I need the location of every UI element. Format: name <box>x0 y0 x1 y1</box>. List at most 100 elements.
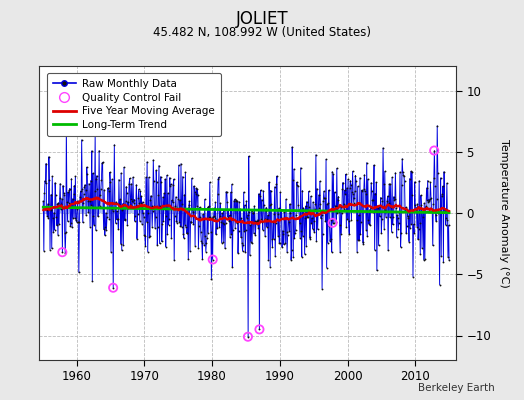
Point <box>235 218 244 224</box>
Point <box>122 198 130 204</box>
Point <box>69 215 78 221</box>
Point <box>252 232 260 238</box>
Point <box>168 197 176 204</box>
Point <box>253 221 261 227</box>
Point <box>276 240 284 246</box>
Point <box>104 185 112 192</box>
Point <box>131 213 139 219</box>
Point <box>291 230 299 236</box>
Point <box>55 221 63 227</box>
Point <box>390 197 399 203</box>
Point <box>239 242 247 248</box>
Point <box>119 242 128 248</box>
Point <box>278 244 286 250</box>
Point <box>84 198 92 204</box>
Point <box>224 214 232 220</box>
Point <box>194 244 203 251</box>
Point <box>201 233 210 239</box>
Point <box>106 179 115 185</box>
Point <box>247 238 255 245</box>
Point <box>154 192 162 198</box>
Point <box>107 206 116 212</box>
Point <box>301 215 309 222</box>
Point <box>151 224 159 231</box>
Point <box>138 199 147 205</box>
Point <box>352 216 361 223</box>
Point <box>370 162 378 168</box>
Point <box>90 222 98 228</box>
Point <box>443 216 452 223</box>
Point <box>318 285 326 292</box>
Point <box>254 224 263 231</box>
Point <box>398 156 407 162</box>
Point <box>427 179 435 186</box>
Point <box>369 208 377 215</box>
Point <box>436 175 445 181</box>
Point <box>211 214 219 221</box>
Point <box>50 226 59 233</box>
Point <box>247 208 256 214</box>
Point <box>385 200 393 207</box>
Point <box>439 183 447 189</box>
Point <box>340 201 348 207</box>
Point <box>440 208 449 214</box>
Point <box>185 198 194 204</box>
Point <box>387 204 395 210</box>
Point <box>319 198 328 204</box>
Point <box>100 226 108 232</box>
Point <box>150 178 158 184</box>
Point <box>109 284 117 291</box>
Point <box>375 203 383 209</box>
Point <box>428 208 436 214</box>
Point <box>203 204 212 210</box>
Point <box>162 172 171 178</box>
Point <box>320 188 328 194</box>
Point <box>120 164 128 170</box>
Point <box>416 251 424 257</box>
Point <box>386 214 394 220</box>
Point <box>399 169 407 176</box>
Point <box>283 232 292 239</box>
Point <box>285 228 293 234</box>
Point <box>249 230 258 237</box>
Point <box>217 240 226 246</box>
Point <box>336 249 344 256</box>
Point <box>406 175 414 182</box>
Point <box>86 223 94 230</box>
Point <box>329 220 337 226</box>
Point <box>365 221 373 227</box>
Point <box>227 231 235 238</box>
Point <box>332 203 340 209</box>
Point <box>286 201 294 207</box>
Point <box>171 213 179 219</box>
Point <box>145 174 153 180</box>
Point <box>442 215 451 221</box>
Point <box>301 203 310 209</box>
Point <box>434 210 443 216</box>
Point <box>39 198 48 204</box>
Point <box>368 196 377 203</box>
Point <box>125 175 134 182</box>
Point <box>180 235 188 241</box>
Point <box>243 215 251 221</box>
Point <box>173 205 182 212</box>
Point <box>117 170 125 176</box>
Point <box>321 195 329 202</box>
Point <box>412 204 421 211</box>
Point <box>255 326 264 332</box>
Point <box>48 245 56 252</box>
Point <box>146 196 155 203</box>
Point <box>353 249 361 255</box>
Point <box>64 189 72 195</box>
Point <box>334 193 343 200</box>
Point <box>288 246 296 253</box>
Point <box>316 200 324 207</box>
Point <box>244 334 252 340</box>
Point <box>155 240 163 247</box>
Point <box>372 179 380 186</box>
Point <box>351 187 359 194</box>
Point <box>182 230 191 236</box>
Point <box>366 222 374 228</box>
Point <box>385 181 394 187</box>
Point <box>377 230 386 236</box>
